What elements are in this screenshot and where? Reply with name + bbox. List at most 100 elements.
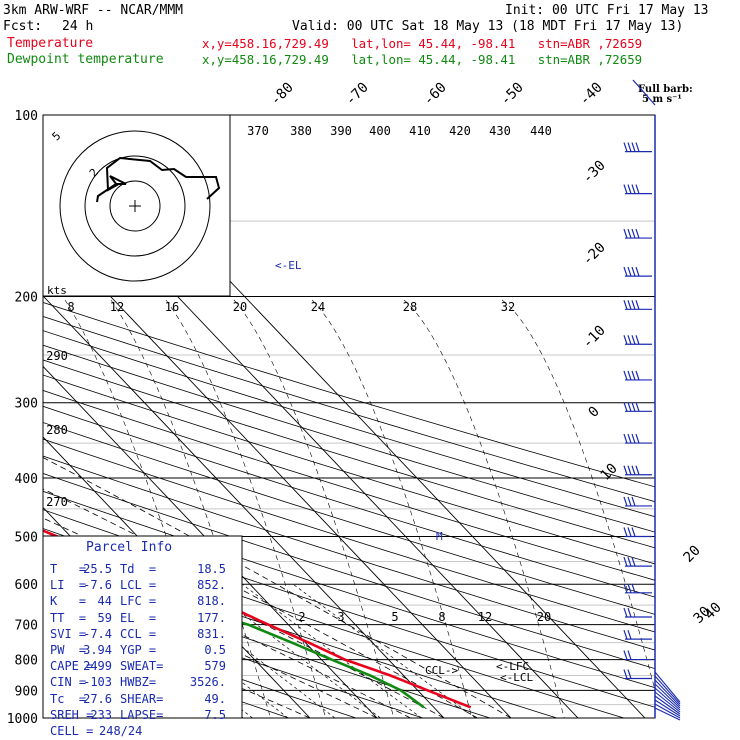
wind-barb-feather (627, 556, 632, 567)
parcel-info-cell: SVI = (50, 626, 87, 641)
wind-barb-feather (627, 433, 632, 444)
parcel-info-cell: CELL = (50, 724, 94, 738)
el-marker: <-EL (275, 259, 302, 272)
dry-adiabat (43, 374, 655, 565)
hodograph-unit-label: kts (47, 284, 67, 297)
low-level-wind-barb (654, 679, 681, 707)
lfc-marker: <-LFC (496, 660, 529, 673)
hodograph-speed-label: 24 (311, 300, 325, 314)
isotherm-label: -20 (580, 240, 609, 269)
wind-barb-feather (623, 228, 628, 239)
wind-barb-feather (623, 669, 628, 679)
theta-label: 270 (46, 495, 68, 509)
pressure-label-300: 300 (15, 397, 38, 412)
parcel-info-cell: 44 (97, 594, 112, 609)
wind-barb-feather (623, 335, 628, 345)
pressure-label-800: 800 (15, 654, 38, 669)
dry-adiabat (43, 330, 655, 518)
parcel-info-cell: CAPE = (50, 659, 94, 674)
ccl-marker: CCL-> (425, 664, 458, 677)
wind-barb-feather (627, 583, 632, 594)
theta-label: 430 (489, 124, 511, 138)
low-level-wind-barb (654, 687, 681, 711)
wind-barb (623, 556, 652, 567)
pressure-label-100: 100 (15, 109, 38, 124)
dry-adiabat (43, 587, 424, 718)
wind-barb-feather (627, 335, 632, 345)
dry-adiabat (43, 490, 655, 689)
wind-barb (623, 433, 652, 444)
wet-bulb-zero-marker: M (436, 530, 443, 543)
hodograph-speed-arc (311, 299, 473, 718)
forecast-hour: 24 h (62, 19, 94, 34)
wind-barb-feather (627, 629, 632, 640)
wind-barb (623, 184, 652, 195)
hodograph-speed-label: 28 (403, 300, 417, 314)
low-level-wind-barb (654, 675, 681, 705)
wind-barb-feather (631, 142, 636, 152)
hodograph-speed-arc (110, 299, 271, 718)
pressure-label-600: 600 (15, 578, 38, 593)
dry-adiabat (43, 567, 491, 718)
isotherm-label: 10 (598, 461, 621, 484)
mixing-ratio-label: 3 (337, 610, 344, 624)
wind-barb-feather (631, 184, 636, 194)
dry-adiabat (43, 316, 655, 503)
parcel-info-cell: -103 (83, 675, 112, 690)
wind-barb-feather (627, 370, 632, 381)
parcel-info-panel (42, 535, 243, 719)
wind-barb-feather (627, 650, 632, 660)
hodograph-ring (59, 130, 211, 282)
wind-barb-feather (623, 556, 628, 567)
wind-barb-feather (627, 142, 632, 152)
wind-barb-feather (623, 184, 628, 194)
hodograph-speed-label: 20 (233, 300, 247, 314)
wind-barb-feather (635, 370, 640, 381)
wind-barb-feather (627, 266, 632, 277)
init-time: Init: 00 UTC Fri 17 May 13 (505, 3, 709, 18)
dry-adiabat (43, 344, 655, 533)
pressure-label-200: 200 (15, 291, 38, 306)
parcel-info-cell: HWBZ= (120, 675, 157, 690)
wind-barb-feather (627, 228, 632, 239)
wind-barb-feather (627, 496, 632, 507)
wind-barb (623, 335, 652, 345)
dry-adiabat (43, 390, 655, 581)
moist-adiabat (43, 457, 512, 718)
temperature-legend-info: x,y=458.16,729.49 lat,lon= 45.44, -98.41… (202, 36, 643, 51)
wind-barb-feather (635, 142, 640, 152)
wind-barb-feather (631, 527, 636, 537)
isotherm-label: -60 (421, 80, 450, 109)
parcel-info-cell: Td = (120, 562, 157, 576)
parcel-info-cell: CCL = (120, 626, 157, 641)
wind-barb-feather (635, 402, 640, 412)
parcel-info-cell: 25.5 (83, 562, 112, 576)
wind-barb-feather (623, 433, 628, 444)
isotherm (43, 295, 445, 718)
theta-label: 370 (247, 124, 269, 138)
parcel-info-cell: CIN = (50, 675, 87, 690)
hodograph-speed-arc (403, 299, 565, 718)
isotherm-label: -10 (580, 323, 609, 352)
wind-barb-feather (631, 433, 636, 444)
isotherm (43, 224, 512, 718)
hodograph-speed-label: 16 (165, 300, 179, 314)
dewpoint-legend-info: x,y=458.16,729.49 lat,lon= 45.44, -98.41… (202, 52, 643, 67)
barb-legend-sample (632, 79, 656, 106)
wind-barb-feather (631, 583, 636, 594)
wind-barb-feather (627, 669, 632, 679)
low-level-wind-barb (654, 707, 681, 721)
low-level-wind-barb (654, 699, 681, 717)
parcel-info-cell: LAPSE= (120, 707, 164, 722)
wind-barb-feather (623, 402, 628, 412)
low-level-wind-barb (654, 695, 681, 715)
wind-barb-feather (623, 370, 628, 381)
parcel-info-cell: 852. (197, 578, 226, 593)
parcel-info-cell: PW = (50, 643, 87, 657)
wind-barb-feather (631, 300, 636, 310)
wind-barb (623, 496, 652, 507)
theta-label: 280 (46, 423, 68, 437)
model-title: 3km ARW-WRF -- NCAR/MMM (3, 3, 184, 18)
wind-barb-feather (623, 300, 628, 310)
parcel-info-cell: 3526. (189, 675, 226, 690)
